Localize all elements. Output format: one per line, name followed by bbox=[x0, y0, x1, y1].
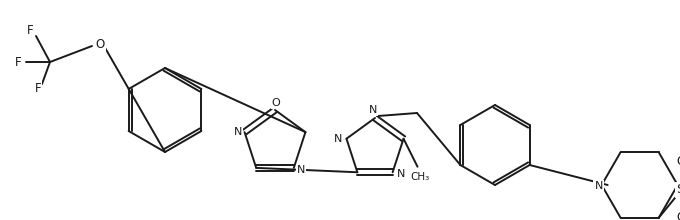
Text: S: S bbox=[677, 183, 680, 196]
Text: O: O bbox=[95, 37, 105, 51]
Text: F: F bbox=[15, 55, 21, 68]
Text: N: N bbox=[369, 105, 377, 115]
Text: F: F bbox=[27, 24, 33, 37]
Text: N: N bbox=[233, 127, 242, 137]
Text: O: O bbox=[676, 211, 680, 220]
Text: N: N bbox=[396, 169, 405, 179]
Text: N: N bbox=[335, 134, 343, 144]
Text: F: F bbox=[35, 81, 41, 95]
Text: N: N bbox=[296, 165, 305, 175]
Text: CH₃: CH₃ bbox=[410, 172, 429, 182]
Text: O: O bbox=[676, 155, 680, 168]
Text: O: O bbox=[271, 98, 280, 108]
Text: N: N bbox=[594, 181, 603, 191]
